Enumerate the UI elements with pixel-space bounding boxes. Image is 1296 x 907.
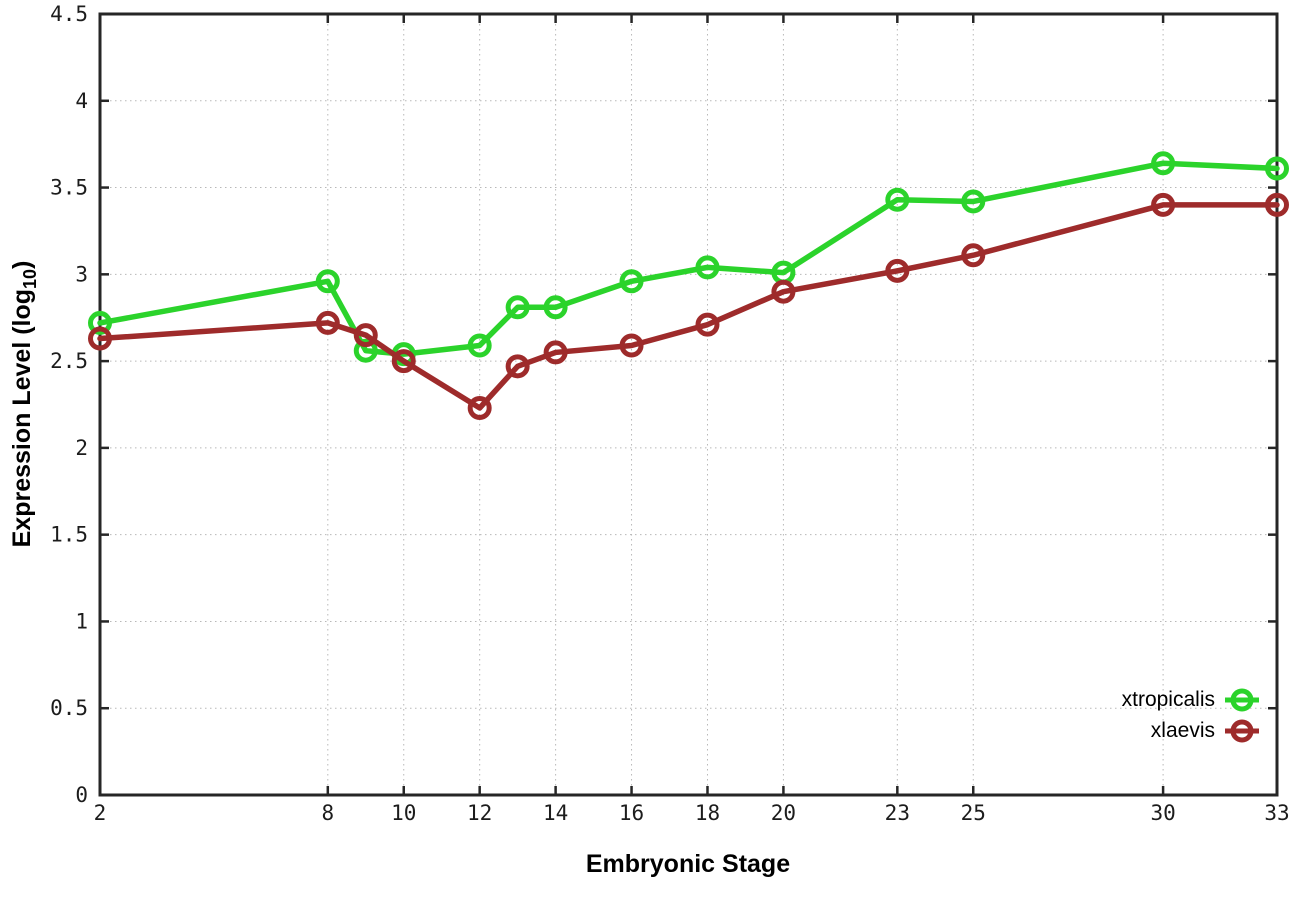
x-tick-label: 14 — [543, 801, 568, 825]
data-point-xlaevis — [505, 354, 530, 379]
x-tick-label: 20 — [771, 801, 796, 825]
data-point-xtropicalis — [88, 310, 112, 335]
data-point-xlaevis — [961, 243, 986, 268]
data-point-xtropicalis — [695, 255, 720, 280]
legend-item-xlaevis: xlaevis — [1122, 715, 1260, 746]
x-tick-label: 18 — [695, 801, 720, 825]
y-tick-label: 2.5 — [50, 349, 88, 373]
y-tick-label: 0 — [75, 783, 88, 807]
x-tick-label: 16 — [619, 801, 644, 825]
x-axis-title: Embryonic Stage — [586, 850, 790, 878]
y-axis-title: Expression Level (log10) — [8, 261, 40, 548]
y-tick-label: 4 — [75, 89, 88, 113]
x-tick-label: 23 — [885, 801, 910, 825]
x-tick-label: 25 — [961, 801, 986, 825]
legend-label-xtropicalis: xtropicalis — [1121, 687, 1215, 711]
data-point-xtropicalis — [619, 269, 644, 294]
y-tick-label: 3 — [75, 262, 88, 286]
legend-item-xtropicalis: xtropicalis — [1122, 684, 1260, 715]
data-point-xtropicalis — [1151, 151, 1176, 176]
data-point-xtropicalis — [353, 338, 378, 363]
legend-sample-icon-xlaevis — [1225, 719, 1259, 742]
data-point-xlaevis — [467, 395, 492, 420]
data-point-xlaevis — [88, 326, 112, 351]
plot-border — [98, 12, 1279, 797]
x-tick-label: 33 — [1264, 801, 1289, 825]
x-tick-label: 8 — [321, 801, 334, 825]
y-tick-label: 3.5 — [50, 176, 88, 200]
data-point-xlaevis — [391, 349, 416, 374]
x-tick-label: 2 — [94, 801, 107, 825]
y-tick-label: 4.5 — [50, 2, 88, 26]
data-point-xlaevis — [353, 323, 378, 348]
data-point-xlaevis — [1151, 192, 1176, 217]
x-tick-label: 10 — [391, 801, 416, 825]
series-line-xlaevis — [97, 202, 1280, 411]
legend-sample-icon-xtropicalis — [1225, 688, 1259, 711]
data-point-xlaevis — [695, 312, 720, 337]
y-tick-label: 0.5 — [50, 696, 88, 720]
data-point-xlaevis — [885, 258, 910, 283]
x-tick-label: 12 — [467, 801, 492, 825]
legend-label-xlaevis: xlaevis — [1150, 718, 1215, 742]
data-point-xtropicalis — [543, 295, 568, 320]
y-tick-label: 2 — [75, 436, 88, 460]
data-point-xtropicalis — [315, 269, 340, 294]
data-point-xtropicalis — [1265, 156, 1289, 181]
data-point-xlaevis — [315, 310, 340, 335]
data-point-xtropicalis — [961, 189, 986, 214]
data-point-xlaevis — [619, 333, 644, 358]
data-point-xtropicalis — [505, 295, 530, 320]
x-tick-label: 30 — [1150, 801, 1175, 825]
data-point-xtropicalis — [467, 333, 492, 358]
y-tick-label: 1 — [75, 609, 88, 633]
y-tick-label: 1.5 — [50, 523, 88, 547]
series-line-xtropicalis — [97, 160, 1280, 357]
legend: xtropicalis xlaevis — [1122, 684, 1260, 746]
data-point-xlaevis — [771, 279, 796, 304]
data-point-xtropicalis — [885, 187, 910, 212]
data-point-xlaevis — [1265, 192, 1289, 217]
data-point-xlaevis — [543, 340, 568, 365]
